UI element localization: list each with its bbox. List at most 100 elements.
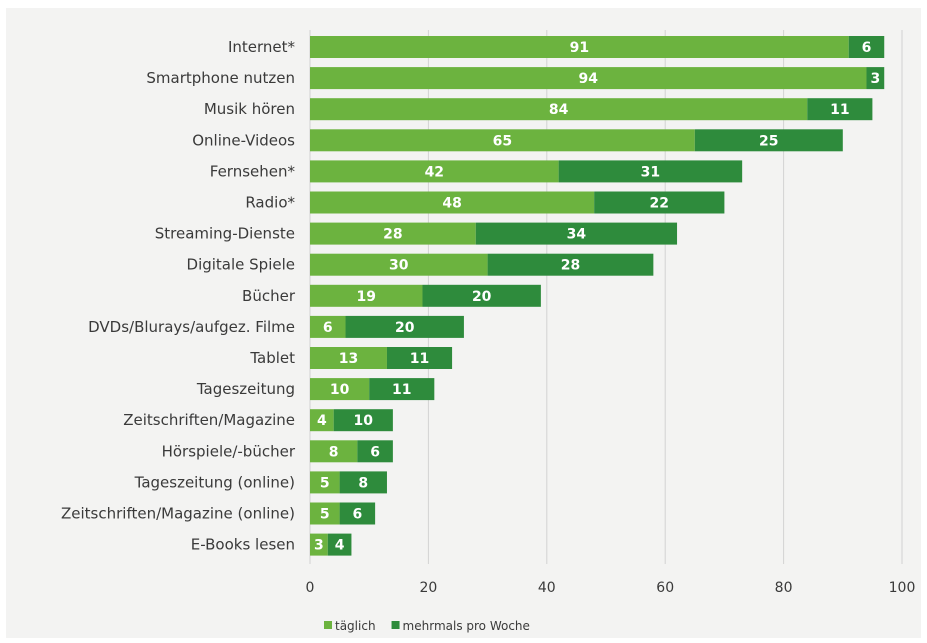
data-label: 6 (323, 320, 333, 336)
category-label: Bücher (242, 287, 296, 305)
data-label: 34 (567, 227, 587, 243)
data-label: 13 (339, 351, 358, 367)
bar-segment (345, 315, 464, 338)
bar-segment (310, 533, 328, 556)
x-tick-label: 100 (889, 580, 916, 596)
bar-segment (866, 67, 885, 90)
bar-segment (475, 222, 678, 245)
data-label: 4 (335, 538, 345, 554)
x-tick-label: 80 (775, 580, 793, 596)
data-label: 8 (358, 475, 368, 491)
category-label: Zeitschriften/Magazine (online) (61, 505, 295, 523)
category-label: Tablet (249, 349, 295, 367)
category-label: Smartphone nutzen (146, 69, 295, 87)
data-label: 8 (329, 444, 339, 460)
bar-segment (310, 98, 808, 121)
category-label: Musik hören (204, 100, 295, 118)
data-label: 11 (410, 351, 429, 367)
category-label: Radio* (245, 194, 295, 212)
legend-swatch (391, 621, 400, 629)
data-label: 30 (389, 258, 409, 274)
data-label: 6 (370, 444, 380, 460)
data-label: 22 (650, 196, 669, 212)
bar-segment (807, 98, 873, 121)
data-label: 48 (442, 196, 461, 212)
legend-label: mehrmals pro Woche (403, 619, 530, 633)
data-label: 5 (320, 475, 330, 491)
bar-segment (594, 191, 725, 214)
bar-segment (333, 409, 393, 432)
category-label: Fernsehen* (210, 162, 296, 180)
chart-frame: 91 6 94 3 84 11 65 25 42 31 48 22 28 34 30 28 19 20 6 20 13 1… (6, 8, 921, 638)
data-label: 42 (425, 164, 444, 180)
data-label: 4 (317, 413, 327, 429)
data-label: 20 (395, 320, 415, 336)
data-label: 65 (493, 133, 512, 149)
data-label: 11 (830, 102, 849, 118)
bar-segment (558, 160, 743, 183)
bar-segment (310, 440, 358, 463)
bar-segment (339, 471, 387, 494)
bar-segment (310, 378, 370, 401)
data-label: 5 (320, 507, 330, 523)
data-label: 31 (641, 164, 660, 180)
data-label: 84 (549, 102, 569, 118)
category-label: Tageszeitung (online) (134, 473, 295, 491)
data-label: 94 (578, 71, 598, 87)
x-axis-ticks: 0 20 40 60 80 100 (306, 580, 916, 596)
data-label: 91 (570, 40, 589, 56)
bar-segment (310, 160, 559, 183)
legend: täglich mehrmals pro Woche (324, 619, 530, 633)
bar-segment (487, 253, 654, 276)
bar-segment (310, 222, 476, 245)
data-label: 6 (352, 507, 362, 523)
x-tick-label: 60 (656, 580, 674, 596)
data-label: 28 (561, 258, 580, 274)
bar-segment (310, 284, 423, 307)
x-tick-label: 0 (306, 580, 315, 596)
bar-segment (694, 129, 843, 152)
bar-segment (386, 347, 453, 369)
category-label: Zeitschriften/Magazine (123, 411, 295, 429)
category-label: Hörspiele/-bücher (162, 442, 296, 460)
data-label: 3 (314, 538, 324, 554)
data-label: 10 (330, 382, 350, 398)
bar-segment (327, 533, 352, 556)
legend-swatch (324, 621, 332, 629)
data-label: 10 (354, 413, 374, 429)
data-label: 28 (383, 227, 402, 243)
data-label: 6 (862, 40, 872, 56)
bar-segment (339, 502, 376, 525)
bar-segment (310, 253, 488, 276)
x-tick-label: 20 (419, 580, 437, 596)
bar-segment (422, 284, 541, 307)
category-labels: Internet* Smartphone nutzen Musik hören Onl… (61, 38, 296, 554)
bar-segment (310, 191, 595, 214)
bar-segment (369, 378, 435, 401)
legend-label: täglich (335, 619, 376, 633)
bar-segment (310, 67, 867, 90)
bar-segment (310, 315, 346, 338)
data-label: 20 (472, 289, 492, 305)
bar-segment (310, 129, 695, 152)
bar-segment (310, 471, 340, 494)
data-label: 19 (356, 289, 375, 305)
bar-segment (357, 440, 393, 463)
category-label: Internet* (228, 38, 296, 56)
bar-segment (310, 409, 334, 432)
bar-segment (310, 36, 849, 58)
data-label: 11 (392, 382, 411, 398)
x-tick-label: 40 (538, 580, 556, 596)
bar-segment (310, 502, 340, 525)
category-label: Streaming-Dienste (155, 225, 295, 243)
data-label: 3 (870, 71, 880, 87)
category-label: DVDs/Blurays/aufgez. Filme (88, 318, 295, 336)
category-label: Digitale Spiele (187, 256, 295, 274)
category-label: Online-Videos (192, 131, 295, 149)
category-label: Tageszeitung (196, 380, 295, 398)
bar-segment (310, 347, 387, 369)
bar-segment (848, 36, 885, 58)
data-label: 25 (759, 133, 778, 149)
